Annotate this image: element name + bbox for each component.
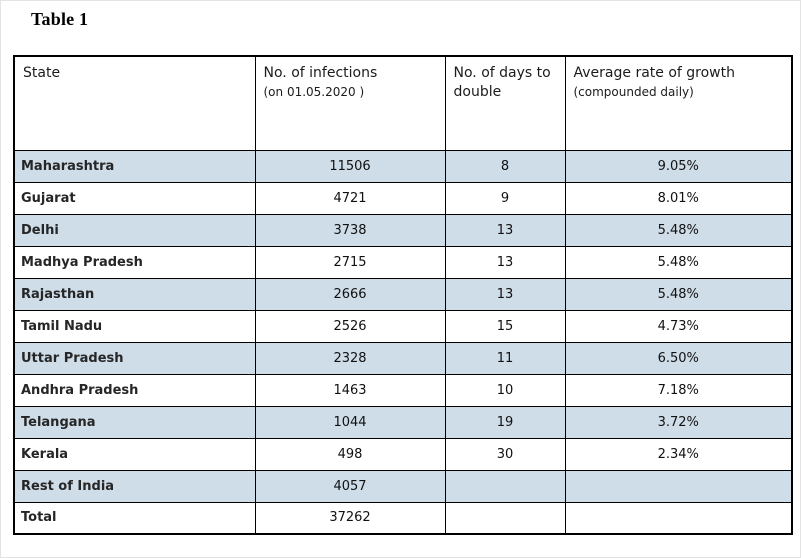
header-growth: Average rate of growth (compounded daily…	[564, 55, 793, 151]
state-cell: Gujarat	[13, 181, 256, 215]
header-days-label: No. of days to double	[453, 65, 551, 100]
state-cell: Delhi	[13, 213, 256, 247]
infections-cell: 37262	[254, 501, 446, 535]
infections-cell: 498	[254, 437, 446, 471]
infections-cell: 3738	[254, 213, 446, 247]
table-row: Delhi 3738 13 5.48%	[13, 213, 793, 247]
table-row: Andhra Pradesh 1463 10 7.18%	[13, 373, 793, 407]
growth-cell: 2.34%	[564, 437, 793, 471]
table-row: Tamil Nadu 2526 15 4.73%	[13, 309, 793, 343]
days-cell: 13	[444, 213, 566, 247]
growth-cell: 5.48%	[564, 277, 793, 311]
infections-cell: 1463	[254, 373, 446, 407]
infections-cell: 11506	[254, 149, 446, 183]
table-row: Total 37262	[13, 501, 793, 535]
state-cell: Madhya Pradesh	[13, 245, 256, 279]
table-row: Rajasthan 2666 13 5.48%	[13, 277, 793, 311]
infections-cell: 2328	[254, 341, 446, 375]
days-cell: 13	[444, 245, 566, 279]
table-row: Rest of India 4057	[13, 469, 793, 503]
growth-cell: 7.18%	[564, 373, 793, 407]
growth-cell: 8.01%	[564, 181, 793, 215]
header-state: State	[13, 55, 256, 151]
days-cell	[444, 469, 566, 503]
growth-cell	[564, 469, 793, 503]
growth-cell: 4.73%	[564, 309, 793, 343]
header-infections-line1: No. of infections	[263, 65, 378, 81]
table-row: Maharashtra 11506 8 9.05%	[13, 149, 793, 183]
growth-cell	[564, 501, 793, 535]
table-row: Madhya Pradesh 2715 13 5.48%	[13, 245, 793, 279]
days-cell	[444, 501, 566, 535]
infections-cell: 2666	[254, 277, 446, 311]
header-infections: No. of infections (on 01.05.2020 )	[254, 55, 446, 151]
growth-cell: 5.48%	[564, 245, 793, 279]
header-growth-line1: Average rate of growth	[573, 65, 736, 81]
days-cell: 19	[444, 405, 566, 439]
infections-table: State No. of infections (on 01.05.2020 )…	[13, 55, 793, 535]
growth-cell: 3.72%	[564, 405, 793, 439]
days-cell: 15	[444, 309, 566, 343]
growth-cell: 9.05%	[564, 149, 793, 183]
infections-cell: 1044	[254, 405, 446, 439]
header-infections-line2: (on 01.05.2020 )	[263, 84, 365, 99]
state-cell: Rest of India	[13, 469, 256, 503]
table-body: Maharashtra 11506 8 9.05% Gujarat 4721 9 8.01% D…	[13, 149, 793, 535]
state-cell: Telangana	[13, 405, 256, 439]
infections-cell: 4057	[254, 469, 446, 503]
table-row: Gujarat 4721 9 8.01%	[13, 181, 793, 215]
days-cell: 10	[444, 373, 566, 407]
infections-cell: 2715	[254, 245, 446, 279]
days-cell: 8	[444, 149, 566, 183]
state-cell: Tamil Nadu	[13, 309, 256, 343]
table-row: Telangana 1044 19 3.72%	[13, 405, 793, 439]
growth-cell: 5.48%	[564, 213, 793, 247]
state-cell: Rajasthan	[13, 277, 256, 311]
state-cell: Uttar Pradesh	[13, 341, 256, 375]
header-growth-line2: (compounded daily)	[573, 84, 694, 99]
state-cell: Andhra Pradesh	[13, 373, 256, 407]
table-row: Uttar Pradesh 2328 11 6.50%	[13, 341, 793, 375]
state-cell: Total	[13, 501, 256, 535]
infections-cell: 2526	[254, 309, 446, 343]
infections-cell: 4721	[254, 181, 446, 215]
state-cell: Kerala	[13, 437, 256, 471]
header-row: State No. of infections (on 01.05.2020 )…	[13, 55, 793, 151]
days-cell: 30	[444, 437, 566, 471]
growth-cell: 6.50%	[564, 341, 793, 375]
days-cell: 11	[444, 341, 566, 375]
state-cell: Maharashtra	[13, 149, 256, 183]
days-cell: 13	[444, 277, 566, 311]
header-days: No. of days to double	[444, 55, 566, 151]
table-caption: Table 1	[31, 9, 89, 29]
table-row: Kerala 498 30 2.34%	[13, 437, 793, 471]
days-cell: 9	[444, 181, 566, 215]
